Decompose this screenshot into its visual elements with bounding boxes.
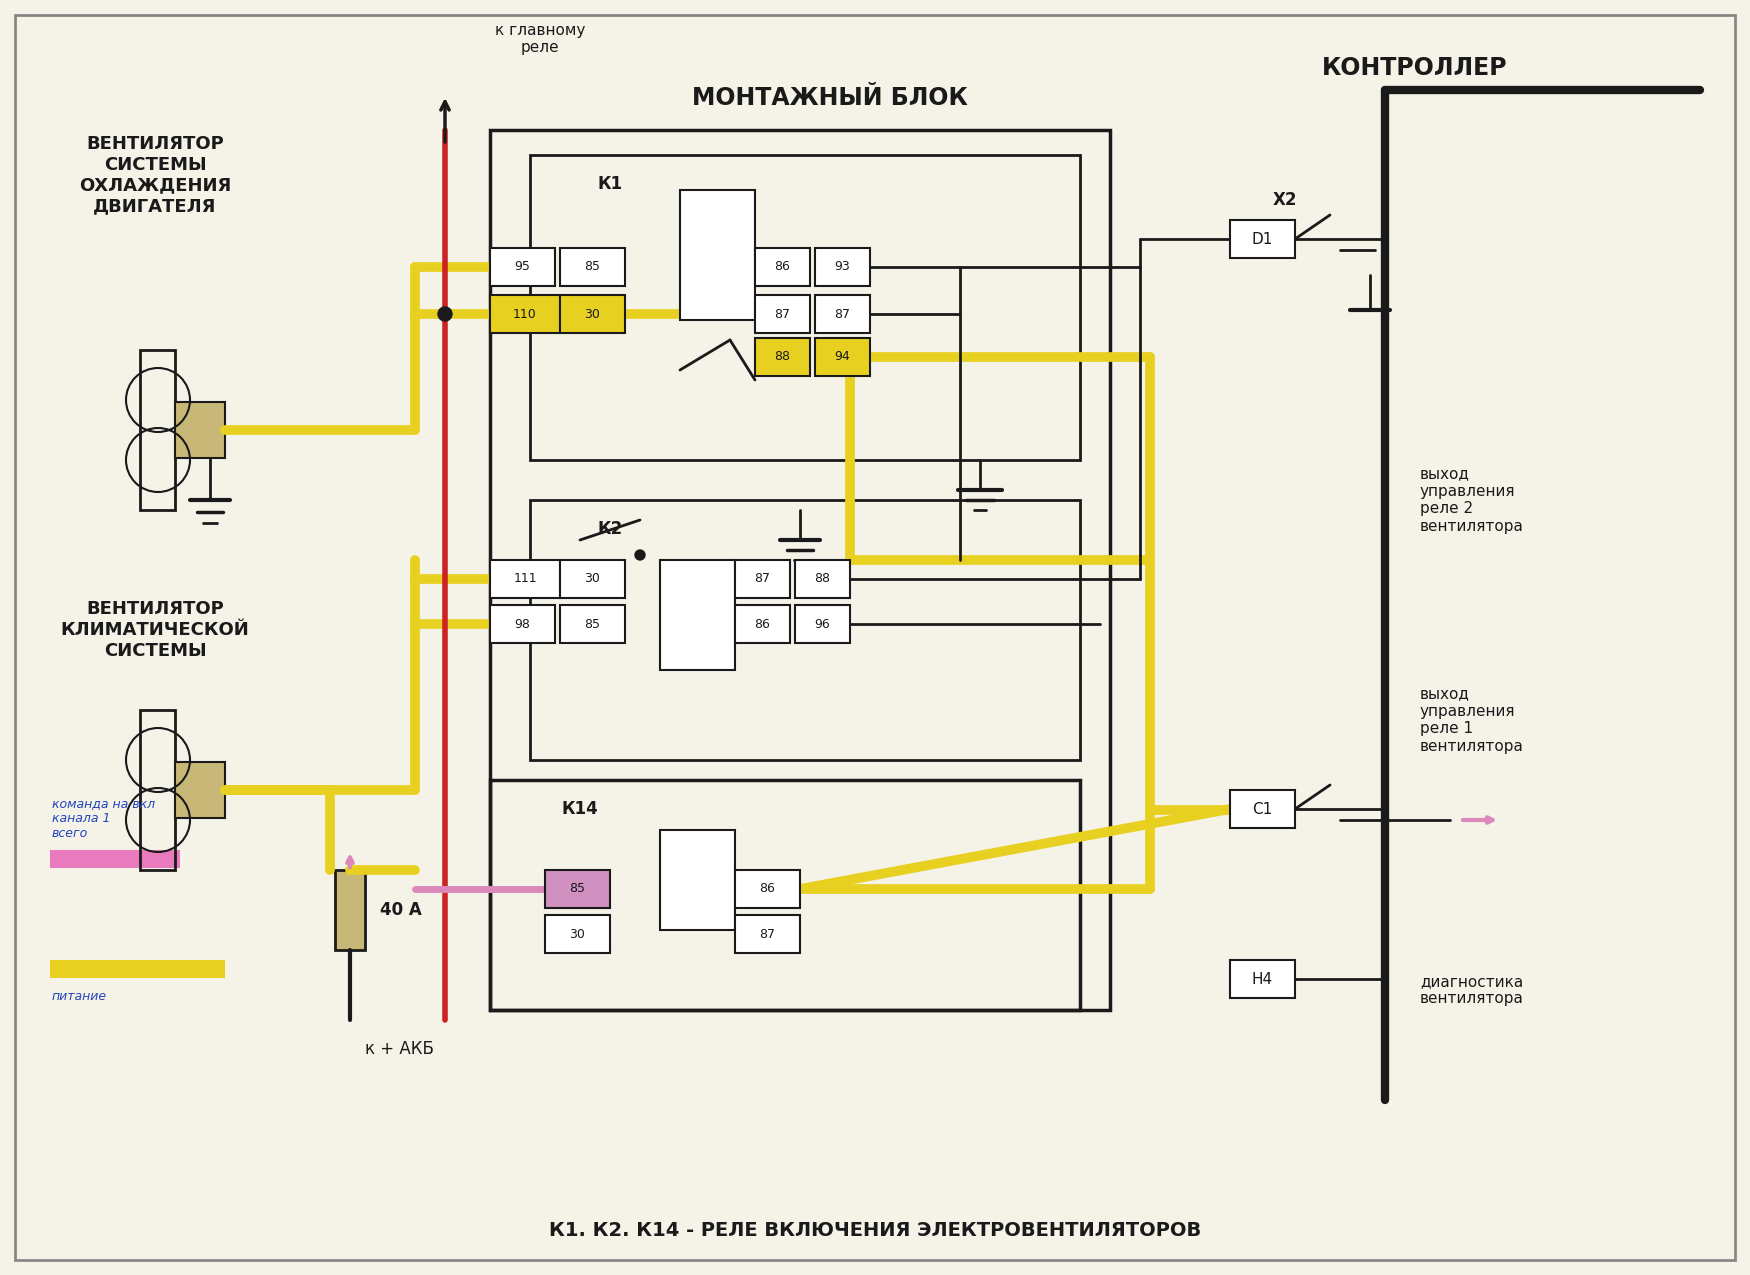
Text: 86: 86 bbox=[760, 882, 775, 895]
Bar bbox=[794, 560, 850, 598]
Text: команда на вкл
канала 1
всего: команда на вкл канала 1 всего bbox=[52, 797, 156, 840]
Bar bbox=[735, 606, 789, 643]
Text: КОНТРОЛЛЕР: КОНТРОЛЛЕР bbox=[1323, 56, 1508, 80]
Bar bbox=[735, 870, 800, 908]
Bar bbox=[816, 295, 870, 333]
Text: D1: D1 bbox=[1251, 232, 1274, 246]
Bar bbox=[660, 830, 735, 929]
Bar bbox=[1230, 221, 1295, 258]
Text: 85: 85 bbox=[584, 617, 600, 631]
Text: 87: 87 bbox=[760, 927, 775, 941]
Text: 87: 87 bbox=[754, 572, 770, 585]
Bar bbox=[735, 915, 800, 952]
Text: К1: К1 bbox=[597, 175, 623, 193]
Text: к главному
реле: к главному реле bbox=[495, 23, 584, 55]
Bar bbox=[754, 295, 810, 333]
Bar bbox=[735, 560, 789, 598]
Bar bbox=[490, 606, 555, 643]
Bar bbox=[51, 850, 180, 868]
Bar bbox=[490, 130, 1110, 1010]
Bar bbox=[544, 915, 611, 952]
Bar bbox=[794, 606, 850, 643]
Text: 88: 88 bbox=[814, 572, 831, 585]
Bar bbox=[660, 560, 735, 669]
Text: К1. К2. К14 - РЕЛЕ ВКЛЮЧЕНИЯ ЭЛЕКТРОВЕНТИЛЯТОРОВ: К1. К2. К14 - РЕЛЕ ВКЛЮЧЕНИЯ ЭЛЕКТРОВЕНТ… bbox=[550, 1220, 1200, 1239]
Bar bbox=[530, 156, 1080, 460]
Text: 40 А: 40 А bbox=[380, 901, 422, 919]
Bar bbox=[530, 500, 1080, 760]
Text: С1: С1 bbox=[1253, 802, 1272, 816]
Bar bbox=[490, 780, 1080, 1010]
Bar bbox=[1230, 960, 1295, 998]
Bar bbox=[51, 960, 226, 978]
Bar bbox=[544, 870, 611, 908]
Text: 88: 88 bbox=[775, 351, 791, 363]
Bar bbox=[140, 710, 175, 870]
Bar bbox=[560, 249, 625, 286]
Bar bbox=[1230, 790, 1295, 827]
Bar bbox=[490, 295, 560, 333]
Bar bbox=[334, 870, 366, 950]
Bar bbox=[175, 762, 226, 819]
Text: 30: 30 bbox=[584, 307, 600, 320]
Text: 85: 85 bbox=[569, 882, 586, 895]
Text: 111: 111 bbox=[513, 572, 537, 585]
Text: ВЕНТИЛЯТОР
СИСТЕМЫ
ОХЛАЖДЕНИЯ
ДВИГАТЕЛЯ: ВЕНТИЛЯТОР СИСТЕМЫ ОХЛАЖДЕНИЯ ДВИГАТЕЛЯ bbox=[79, 135, 231, 215]
Bar bbox=[681, 190, 754, 320]
Circle shape bbox=[635, 550, 646, 560]
Bar bbox=[490, 560, 560, 598]
Text: 87: 87 bbox=[775, 307, 791, 320]
Text: диагностика
вентилятора: диагностика вентилятора bbox=[1419, 974, 1524, 1006]
Text: 110: 110 bbox=[513, 307, 537, 320]
Text: 94: 94 bbox=[835, 351, 850, 363]
Text: К14: К14 bbox=[562, 799, 598, 819]
Text: К2: К2 bbox=[597, 520, 623, 538]
Text: 87: 87 bbox=[835, 307, 850, 320]
Bar bbox=[490, 249, 555, 286]
Text: выход
управления
реле 2
вентилятора: выход управления реле 2 вентилятора bbox=[1419, 467, 1524, 534]
Text: выход
управления
реле 1
вентилятора: выход управления реле 1 вентилятора bbox=[1419, 686, 1524, 754]
Bar bbox=[140, 351, 175, 510]
Text: питание: питание bbox=[52, 989, 107, 1003]
Text: ВЕНТИЛЯТОР
КЛИМАТИЧЕСКОЙ
СИСТЕМЫ: ВЕНТИЛЯТОР КЛИМАТИЧЕСКОЙ СИСТЕМЫ bbox=[61, 601, 250, 659]
Text: Н4: Н4 bbox=[1251, 972, 1272, 987]
Bar bbox=[754, 338, 810, 376]
Bar bbox=[560, 606, 625, 643]
Text: 96: 96 bbox=[816, 617, 831, 631]
Text: 85: 85 bbox=[584, 260, 600, 274]
Bar bbox=[560, 560, 625, 598]
Text: 98: 98 bbox=[514, 617, 530, 631]
Text: 30: 30 bbox=[569, 927, 586, 941]
Circle shape bbox=[438, 307, 452, 321]
Text: 93: 93 bbox=[835, 260, 850, 274]
Bar bbox=[754, 249, 810, 286]
Bar bbox=[175, 402, 226, 458]
Bar bbox=[816, 249, 870, 286]
Text: 30: 30 bbox=[584, 572, 600, 585]
Text: 86: 86 bbox=[775, 260, 791, 274]
Text: X2: X2 bbox=[1272, 191, 1297, 209]
Text: МОНТАЖНЫЙ БЛОК: МОНТАЖНЫЙ БЛОК bbox=[691, 85, 968, 110]
Text: 86: 86 bbox=[754, 617, 770, 631]
Bar bbox=[560, 295, 625, 333]
Text: 95: 95 bbox=[514, 260, 530, 274]
Text: к + АКБ: к + АКБ bbox=[366, 1040, 434, 1058]
Bar bbox=[816, 338, 870, 376]
